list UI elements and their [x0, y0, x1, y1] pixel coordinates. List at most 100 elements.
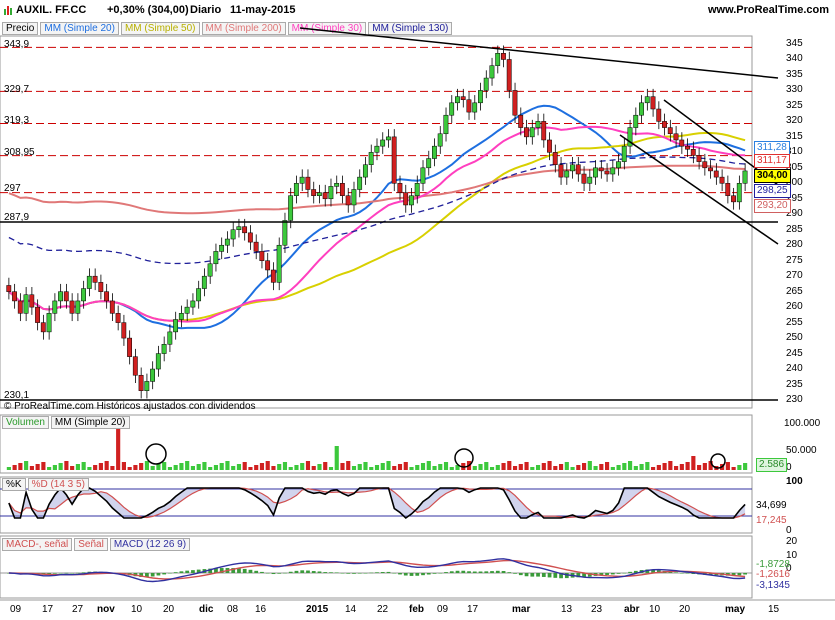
price-marker: 311,17: [754, 154, 790, 168]
macd-line: [8, 558, 746, 583]
stoch-axis-0: 0: [786, 525, 792, 536]
candle-body: [725, 183, 731, 196]
volume-bar: [231, 466, 236, 470]
stochastic-tags: %K %D (14 3 5): [2, 478, 91, 491]
macd-tags: MACD-, señal Señal MACD (12 26 9): [2, 538, 192, 551]
macd-hist-bar: [357, 573, 362, 574]
volume-bar: [420, 463, 426, 470]
candle-body: [742, 170, 748, 184]
candle-body: [161, 344, 167, 354]
volume-bar: [518, 464, 523, 470]
date-axis-tick: 13: [561, 604, 573, 615]
macd-hist-bar: [81, 572, 86, 573]
volume-bar: [340, 463, 345, 470]
candle-body: [12, 291, 17, 302]
macd-hist-bar: [731, 573, 736, 576]
tag-k[interactable]: %K: [2, 478, 26, 491]
volume-bar: [599, 464, 604, 470]
volume-bar: [639, 464, 644, 470]
price-marker: 304,00: [754, 169, 791, 183]
candle-body: [713, 170, 719, 178]
candle-body: [190, 300, 196, 308]
candle-body: [201, 275, 207, 289]
candle-body: [58, 291, 63, 302]
candle-body: [357, 176, 363, 190]
candle-body: [40, 322, 46, 333]
tag-mm20[interactable]: MM (Simple 20): [40, 22, 119, 35]
volume-bar: [305, 461, 311, 470]
candle-body: [46, 313, 52, 333]
channel-lower[interactable]: [619, 134, 779, 245]
tag-d[interactable]: %D (14 3 5): [27, 478, 89, 491]
volume-bar: [553, 466, 558, 470]
site-link[interactable]: www.ProRealTime.com: [707, 4, 829, 16]
macd-hist-bar: [409, 573, 414, 576]
candle-body: [627, 127, 633, 147]
volume-bar: [587, 461, 592, 470]
date-axis-tick: mar: [512, 604, 531, 615]
period: Diario: [190, 4, 222, 16]
price-axis-tick: 335: [786, 68, 803, 80]
volume-bar: [633, 466, 638, 470]
macd-hist-bar: [7, 573, 11, 574]
candle-body: [472, 102, 478, 113]
volume-bar: [18, 463, 23, 470]
price-axis-tick: 315: [786, 130, 803, 142]
tag-volume[interactable]: Volumen: [2, 416, 49, 429]
trendline-resistance[interactable]: [299, 27, 779, 79]
date-axis-tick: 14: [345, 604, 357, 615]
volume-bar: [645, 462, 650, 470]
chart-header: AUXIL. FF.CC +0,30% (304,00) Diario 11-m…: [0, 0, 835, 20]
macd-hist-bar: [553, 573, 558, 578]
candle-body: [173, 319, 179, 333]
candle-body: [673, 133, 679, 141]
macd-hist-bar: [265, 572, 270, 574]
level-label-319: 319,3: [4, 115, 30, 126]
candle-body: [69, 300, 75, 314]
candle-body: [98, 282, 104, 292]
volume-bar: [610, 467, 615, 470]
tag-mm50[interactable]: MM (Simple 50): [120, 22, 200, 35]
volume-bar: [403, 462, 408, 470]
tag-macd[interactable]: MACD (12 26 9): [109, 538, 191, 551]
macd-hist-bar: [219, 568, 224, 573]
volume-bar: [426, 461, 431, 470]
macd-hist-bar: [495, 570, 500, 573]
volume-bar: [593, 466, 598, 470]
level-label-230: 230,1: [4, 390, 30, 401]
candle-body: [242, 226, 248, 234]
volume-bar: [294, 465, 299, 470]
macd-hist-bar: [415, 573, 420, 576]
price-axis-tick: 340: [786, 53, 803, 65]
macd-hist-bar: [139, 573, 144, 578]
volume-bar: [524, 462, 529, 470]
volume-bar: [317, 464, 322, 470]
macd-hist-bar: [179, 571, 184, 573]
price-axis-tick: 305: [786, 161, 803, 173]
candle-body: [305, 176, 311, 190]
tag-signal[interactable]: Señal: [74, 538, 108, 551]
macd-hist-bar: [656, 570, 661, 573]
tag-mm30[interactable]: MM (Simple 30): [287, 22, 367, 35]
volume-bar: [628, 461, 633, 470]
volume-bar: [75, 464, 80, 470]
macd-hist-bar: [628, 571, 632, 573]
volume-bar: [438, 464, 443, 470]
date-axis-tick: 15: [768, 604, 780, 615]
tag-mm130[interactable]: MM (Simple 130): [368, 22, 453, 35]
macd-hist-bar: [559, 573, 563, 579]
tag-volume-mm[interactable]: MM (Simple 20): [50, 416, 130, 429]
macd-hist-bar: [541, 573, 546, 577]
tag-macd-signal[interactable]: MACD-, señal: [2, 538, 73, 551]
date-axis-tick: nov: [97, 604, 115, 615]
candle-body: [506, 59, 512, 91]
macd-marker-macd: -3,1345: [756, 580, 790, 591]
volume-bar: [173, 465, 178, 470]
macd-hist-bar: [150, 573, 155, 577]
candle-body: [478, 90, 483, 104]
tag-price[interactable]: Precio: [2, 22, 39, 35]
stochastic-panel: [0, 476, 753, 534]
candle-body: [437, 133, 443, 147]
stoch-marker-d: 17,245: [756, 515, 787, 526]
tag-mm200[interactable]: MM (Simple 200): [201, 22, 286, 35]
